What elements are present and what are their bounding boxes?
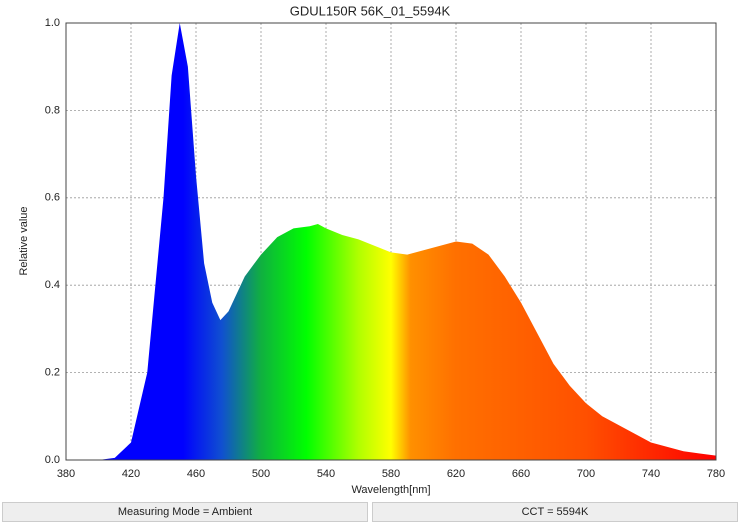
y-tick-label: 0.6 (45, 192, 60, 204)
x-tick-label: 580 (382, 468, 400, 480)
plot-frame (65, 22, 717, 461)
y-tick-label: 0.8 (45, 104, 60, 116)
chart-title: GDUL150R 56K_01_5594K (290, 3, 451, 18)
spectrum-area (66, 23, 716, 460)
x-tick-label: 420 (122, 468, 140, 480)
x-tick-label: 780 (707, 468, 725, 480)
footer-right: CCT = 5594K (372, 502, 738, 522)
y-tick-label: 1.0 (45, 17, 60, 29)
y-tick-label: 0.2 (45, 367, 60, 379)
x-tick-label: 740 (642, 468, 660, 480)
footer-left: Measuring Mode = Ambient (2, 502, 368, 522)
x-tick-label: 540 (317, 468, 335, 480)
x-tick-label: 620 (447, 468, 465, 480)
y-axis-label: Relative value (18, 206, 30, 275)
x-tick-label: 500 (252, 468, 270, 480)
x-tick-label: 700 (577, 468, 595, 480)
x-tick-label: 460 (187, 468, 205, 480)
chart: GDUL150R 56K_01_5594K Wavelength[nm] Rel… (18, 3, 725, 496)
x-axis-label: Wavelength[nm] (351, 484, 430, 496)
y-tick-label: 0.0 (45, 454, 60, 466)
x-tick-label: 660 (512, 468, 530, 480)
y-tick-label: 0.4 (45, 279, 60, 291)
x-tick-label: 380 (57, 468, 75, 480)
